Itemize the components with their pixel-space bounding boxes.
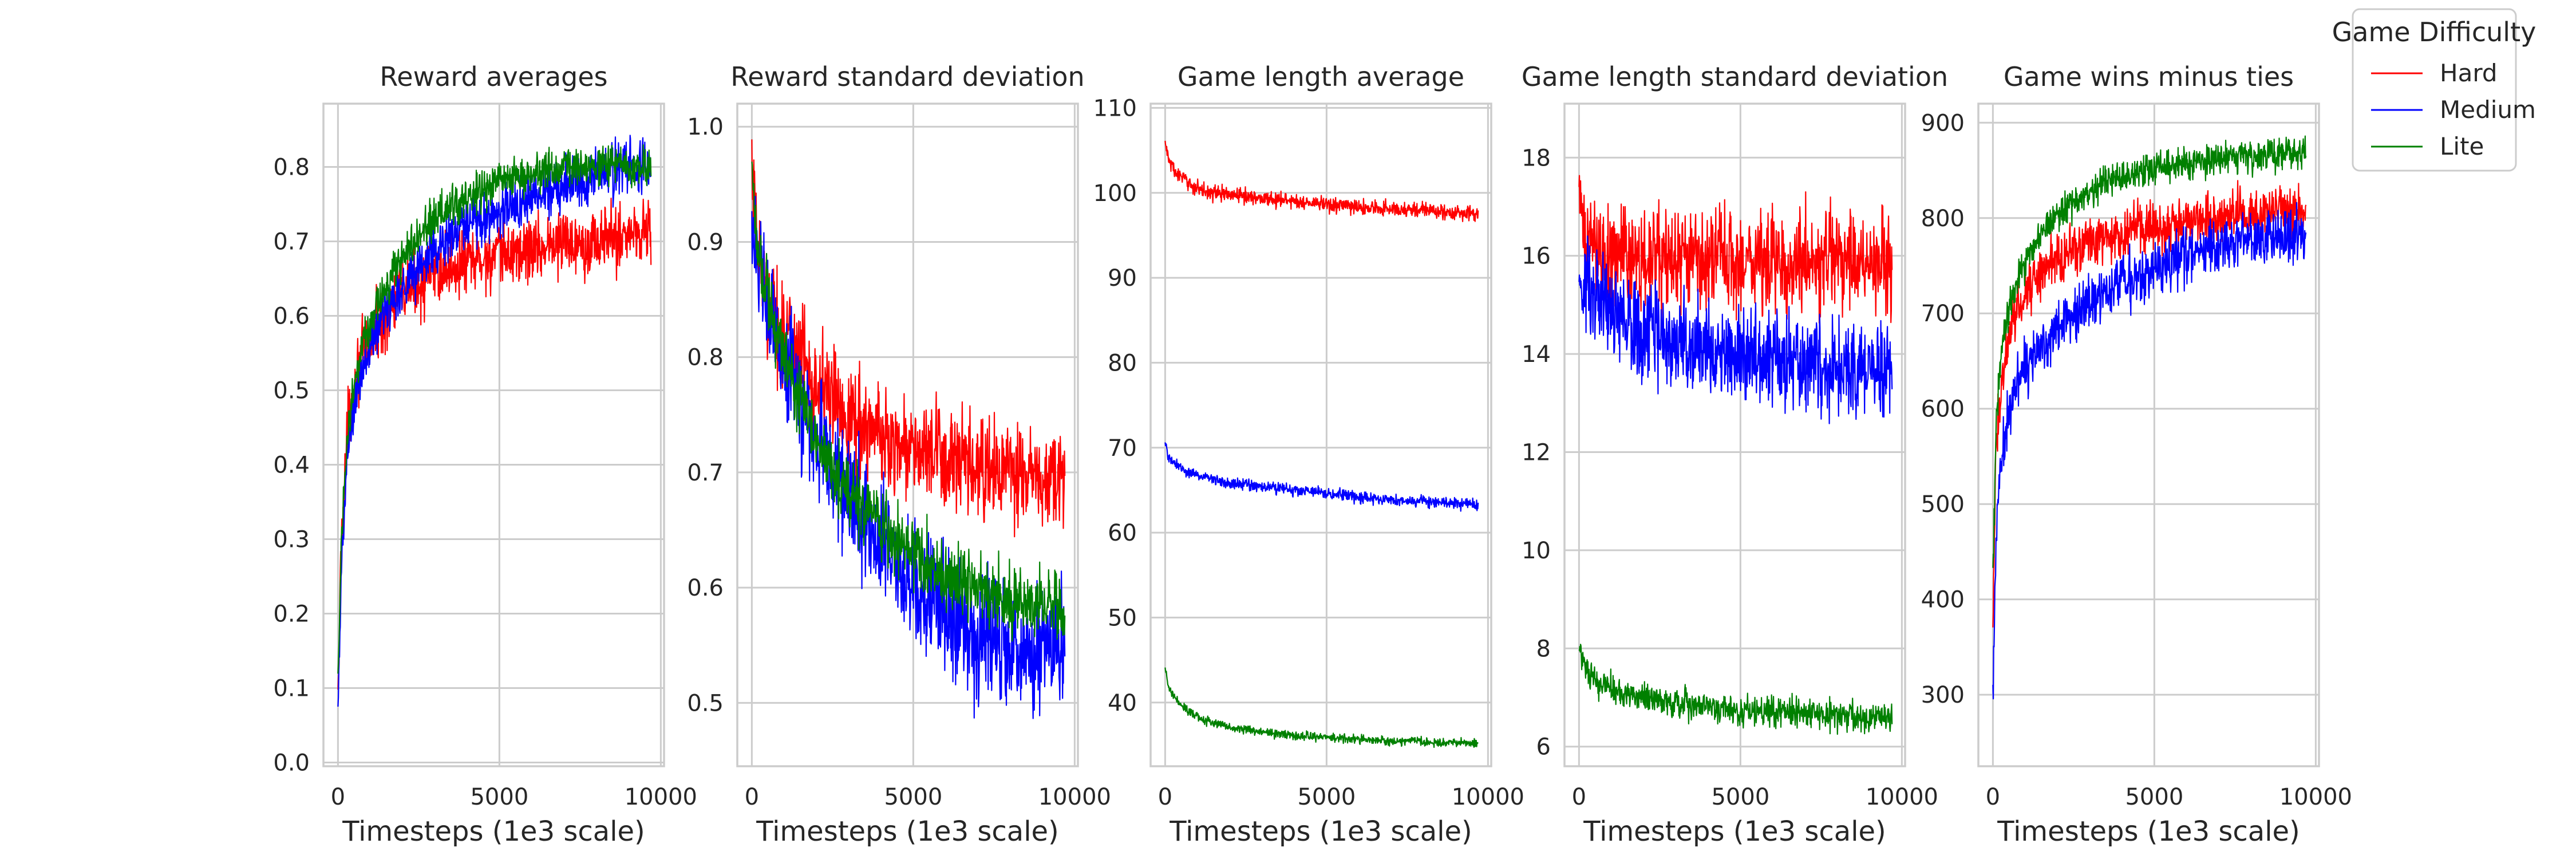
y-tick-label: 1.0: [687, 114, 724, 140]
plot-frame: [1563, 103, 1906, 767]
chart-panel-4: Game length standard deviation 0 5000 10000…: [1522, 61, 1948, 848]
y-tick-label: 10: [1522, 538, 1551, 564]
y-tick-label: 500: [1921, 491, 1965, 518]
x-tick-label: 10000: [2279, 784, 2352, 810]
y-tick-label: 0.9: [687, 229, 724, 255]
chart-panel-1: Reward averages 0 5000 10000 0.0 0.1 0.2 0.3 0.4…: [273, 61, 697, 848]
y-tick-label: 600: [1921, 396, 1965, 423]
x-tick-label: 5000: [1711, 784, 1769, 810]
y-tick-label: 50: [1108, 605, 1137, 631]
series-line-medium: [1578, 235, 1893, 424]
plot-frame: [1977, 103, 2320, 767]
series-line-hard: [751, 139, 1066, 538]
chart-panel-3: Game length average 0 5000 10000 40 50 60 70 80 9…: [1093, 61, 1524, 848]
x-axis-label: Timesteps (1e3 scale): [1583, 815, 1886, 848]
series-line-hard: [337, 198, 652, 690]
y-tick-label: 700: [1921, 301, 1965, 327]
legend-label-medium: Medium: [2440, 96, 2536, 124]
x-tick-label: 5000: [2125, 784, 2183, 810]
y-tick-label: 100: [1093, 180, 1137, 207]
series-line-lite: [1164, 667, 1479, 748]
y-tick-label: 80: [1108, 350, 1137, 376]
chart-title: Reward averages: [380, 61, 607, 92]
y-tick-label: 0.6: [273, 304, 310, 330]
y-tick-label: 0.2: [273, 601, 310, 628]
x-tick-label: 0: [1572, 784, 1586, 810]
y-tick-label: 6: [1536, 734, 1551, 761]
x-tick-label: 10000: [625, 784, 697, 810]
y-tick-label: 12: [1522, 439, 1551, 466]
plot-frame: [1149, 103, 1492, 767]
y-tick-label: 14: [1522, 341, 1551, 368]
y-tick-label: 900: [1921, 110, 1965, 136]
x-tick-label: 5000: [470, 784, 528, 810]
series-line-lite: [1992, 135, 2307, 568]
x-tick-label: 10000: [1038, 784, 1111, 810]
y-tick-label: 0.8: [687, 345, 724, 371]
legend-title: Game Difficulty: [2332, 17, 2537, 48]
series-line-lite: [337, 144, 652, 674]
x-axis-label: Timesteps (1e3 scale): [756, 815, 1059, 848]
x-tick-label: 0: [331, 784, 345, 810]
y-tick-label: 60: [1108, 520, 1137, 546]
x-axis-label: Timesteps (1e3 scale): [1997, 815, 2300, 848]
y-tick-label: 18: [1522, 145, 1551, 171]
series-line-medium: [337, 135, 652, 707]
y-tick-label: 70: [1108, 435, 1137, 462]
plot-frame: [322, 103, 665, 767]
y-tick-label: 0.6: [687, 575, 724, 601]
y-tick-label: 0.5: [273, 378, 310, 404]
chart-title: Game length standard deviation: [1522, 61, 1948, 92]
y-tick-label: 90: [1108, 265, 1137, 291]
series-line-medium: [1164, 442, 1479, 512]
y-tick-label: 300: [1921, 682, 1965, 708]
x-tick-label: 0: [1158, 784, 1172, 810]
y-tick-label: 40: [1108, 690, 1137, 716]
x-axis-label: Timesteps (1e3 scale): [1169, 815, 1472, 848]
y-tick-label: 0.8: [273, 155, 310, 181]
x-axis-label: Timesteps (1e3 scale): [342, 815, 645, 848]
series-line-lite: [1578, 644, 1893, 735]
x-tick-label: 5000: [884, 784, 942, 810]
y-tick-label: 0.0: [273, 750, 310, 777]
y-tick-label: 0.3: [273, 527, 310, 553]
legend-label-hard: Hard: [2440, 59, 2498, 87]
x-tick-label: 10000: [1866, 784, 1938, 810]
chart-panel-2: Reward standard deviation 0 5000 10000 0.5 0.…: [687, 61, 1111, 848]
series-line-hard: [1992, 180, 2307, 628]
y-tick-label: 8: [1536, 636, 1551, 662]
chart-title: Game wins minus ties: [2004, 61, 2294, 92]
series-line-hard: [1164, 140, 1479, 222]
y-tick-label: 110: [1093, 95, 1137, 121]
series-line-lite: [751, 161, 1066, 642]
series-line-medium: [1992, 202, 2307, 700]
y-tick-label: 16: [1522, 243, 1551, 270]
x-tick-label: 0: [745, 784, 759, 810]
y-tick-label: 0.1: [273, 676, 310, 702]
chart-title: Reward standard deviation: [730, 61, 1084, 92]
y-tick-label: 0.7: [687, 460, 724, 486]
plot-frame: [736, 103, 1079, 767]
legend-box: [2352, 8, 2517, 172]
y-tick-label: 0.5: [687, 690, 724, 716]
x-tick-label: 10000: [1452, 784, 1524, 810]
series-line-hard: [1578, 175, 1893, 334]
legend: Game Difficulty Hard Medium Lite: [2332, 8, 2537, 172]
y-tick-label: 400: [1921, 587, 1965, 613]
chart-panel-5: Game wins minus ties 0 5000 10000 300 400 500 6…: [1921, 61, 2352, 848]
x-tick-label: 5000: [1297, 784, 1356, 810]
y-tick-label: 800: [1921, 206, 1965, 232]
chart-title: Game length average: [1178, 61, 1464, 92]
y-tick-label: 0.4: [273, 452, 310, 479]
x-tick-label: 0: [1986, 784, 2000, 810]
y-tick-label: 0.7: [273, 229, 310, 255]
legend-label-lite: Lite: [2440, 132, 2484, 160]
